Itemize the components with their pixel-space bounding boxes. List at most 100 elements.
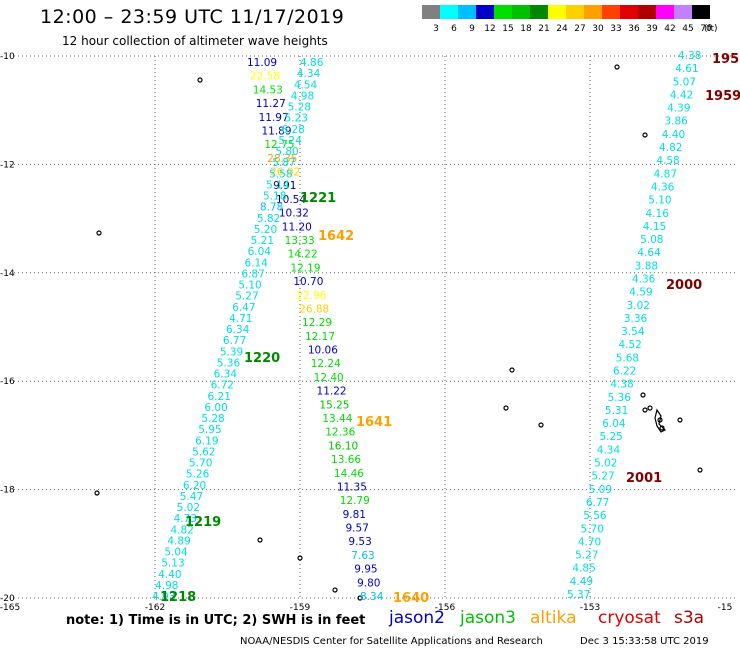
swh-label: 5.26: [186, 469, 210, 481]
swh-label: 10.54: [276, 194, 306, 206]
swh-label: 4.82: [659, 142, 682, 154]
lon-tick-label: -159: [290, 603, 311, 613]
island-outline: [357, 595, 363, 601]
colorbar-label: 9: [469, 24, 475, 34]
swh-label: 12.24: [311, 358, 341, 370]
colorbar-label: 70: [700, 24, 712, 34]
island-outline: [503, 405, 509, 411]
colorbar-swatch: [548, 5, 566, 19]
swh-label: 9.57: [346, 523, 369, 535]
swh-label: 4.16: [646, 208, 670, 220]
colorbar-swatch: [638, 5, 656, 19]
swh-label: 7.63: [351, 550, 374, 562]
colorbar-swatch: [422, 5, 440, 19]
island-outlines: [94, 64, 703, 601]
swh-label: 6.72: [211, 380, 234, 392]
swh-label: 5.68: [616, 352, 639, 364]
satellite-legend-s3a: s3a: [674, 608, 705, 628]
lon-tick-label: -15: [718, 603, 733, 613]
island-outline: [297, 555, 303, 561]
swh-label: 6.28: [282, 124, 305, 136]
swh-label: 8.34: [360, 591, 384, 603]
colorbar-label: 3: [433, 24, 439, 34]
swh-label: 6.77: [223, 335, 246, 347]
swh-label: 5.02: [177, 502, 200, 514]
swh-label: 4.59: [629, 287, 652, 299]
swh-label: 10.06: [308, 345, 338, 357]
swh-label: 5.28: [201, 413, 224, 425]
swh-label: 4.64: [637, 247, 661, 259]
island-outline: [654, 408, 667, 433]
swh-label: 5.28: [288, 102, 311, 114]
satellite-legend-altika: altika: [530, 608, 577, 628]
swh-label: 5.70: [189, 458, 212, 470]
pass-time-label: 1640: [393, 591, 429, 606]
swh-label: 13.33: [285, 235, 315, 247]
swh-label: 5.10: [238, 280, 261, 292]
colorbar-swatch: [656, 5, 674, 19]
swh-label: 5.37: [567, 589, 590, 601]
swh-label: 14.22: [288, 249, 318, 261]
pass-time-label: 2000: [666, 278, 702, 293]
pass-time-label: 1221: [300, 191, 336, 206]
pass-time-label: 1220: [244, 351, 280, 366]
colorbar-swatch: [620, 5, 638, 19]
island-outline: [647, 405, 653, 411]
swh-label: 5.80: [275, 146, 298, 158]
lat-tick-label: -12: [0, 160, 15, 170]
swh-label: 4.40: [662, 129, 685, 141]
swh-label: 15.25: [319, 399, 349, 411]
colorbar-swatch: [512, 5, 530, 19]
swh-label: 6.34: [226, 324, 250, 336]
swh-label: 5.14: [266, 179, 290, 191]
swh-label: 5.10: [648, 195, 671, 207]
lon-tick-label: -153: [580, 603, 600, 613]
swh-label: 4.49: [570, 576, 593, 588]
swh-label: 12.79: [340, 495, 370, 507]
swh-label: 5.13: [161, 558, 184, 570]
swh-label: 4.93: [152, 591, 175, 603]
map-subtitle: 12 hour collection of altimeter wave hei…: [62, 34, 328, 48]
colorbar-label: 30: [592, 24, 604, 34]
lat-tick-label: -18: [0, 486, 15, 496]
swh-label: 5.82: [257, 213, 280, 225]
swh-label: 4.82: [171, 524, 194, 536]
swh-label: 3.88: [635, 260, 658, 272]
colorbar-swatch: [566, 5, 584, 19]
satellite-legend-jason3: jason3: [460, 608, 516, 628]
swh-label: 4.15: [643, 221, 666, 233]
swh-label: 5.58: [269, 168, 292, 180]
colorbar-swatch: [494, 5, 512, 19]
swh-label: 9.91: [273, 180, 296, 192]
swh-label: 6.20: [183, 480, 206, 492]
swh-label: 4.36: [632, 273, 656, 285]
swh-label: 12.75: [264, 139, 294, 151]
island-outline: [257, 537, 263, 543]
lat-tick-label: -10: [0, 52, 15, 62]
swh-label: 6.00: [204, 402, 227, 414]
colorbar-swatch: [476, 5, 494, 19]
swh-label: 5.70: [581, 523, 604, 535]
swh-label: 5.39: [220, 346, 243, 358]
swh-label: 4.86: [300, 57, 324, 69]
swh-label: 11.20: [282, 221, 312, 233]
swh-label: 5.04: [164, 547, 188, 559]
swh-label: 14.46: [334, 468, 364, 480]
swh-label: 13.44: [322, 413, 352, 425]
swh-label: 16.10: [328, 440, 358, 452]
axis-labels: -10 -12 -14 -16 -18 -20-165 -162 -159 -156 -153 -1…: [0, 52, 732, 613]
colorbar-label: 42: [664, 24, 675, 34]
swh-label: 4.40: [158, 569, 181, 581]
swh-label: 4.38: [678, 50, 701, 62]
pass-time-label: 1959: [705, 89, 740, 104]
swh-label: 12.19: [290, 262, 320, 274]
swh-label: 12.29: [302, 317, 332, 329]
swh-label: 13.66: [331, 454, 361, 466]
colorbar-swatch: [602, 5, 620, 19]
swh-label: 12.36: [325, 427, 355, 439]
map-title: 12:00 – 23:59 UTC 11/17/2019: [40, 6, 345, 28]
swh-label: 14.53: [253, 84, 283, 96]
colorbar-label: 15: [502, 24, 513, 34]
